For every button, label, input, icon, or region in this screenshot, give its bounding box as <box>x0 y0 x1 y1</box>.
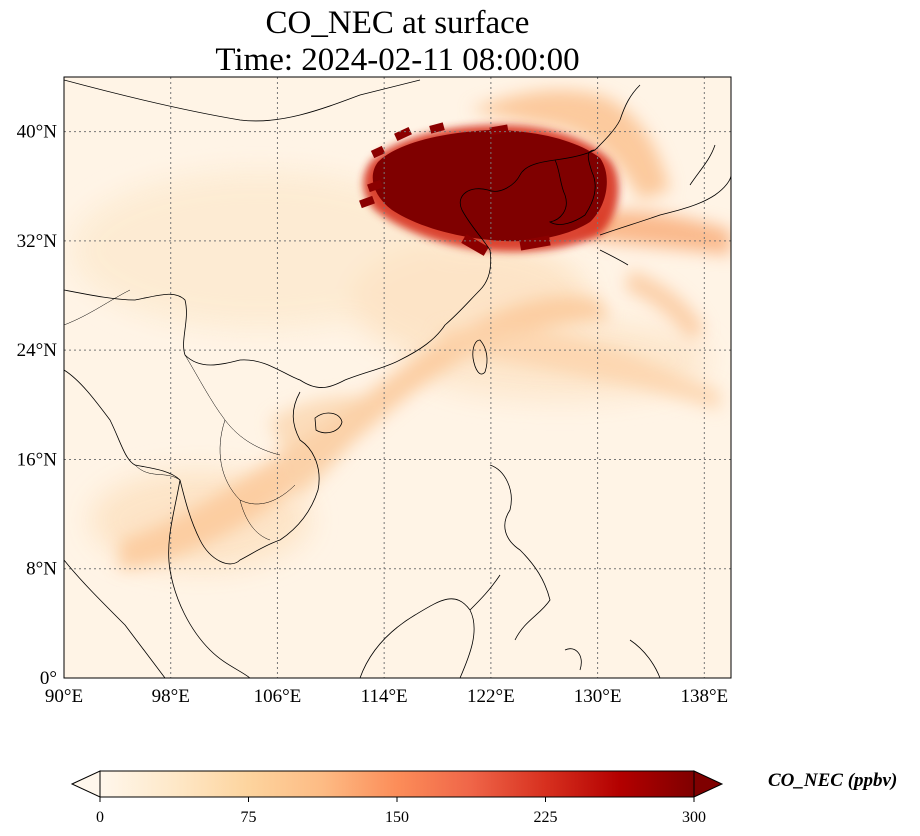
latitude-tick-label: 16°N <box>17 449 58 470</box>
longitude-tick-labels: 90°E 98°E 106°E 114°E 122°E 130°E 138°E <box>45 686 728 707</box>
coastlines <box>64 79 731 678</box>
coastline-sulawesi <box>564 639 661 678</box>
coastline-korea <box>548 149 596 225</box>
colorbar-body <box>99 770 695 798</box>
colorbar-ticks: 0 75 150 225 300 <box>96 797 706 826</box>
colorbar-tick-label: 0 <box>96 809 104 826</box>
latitude-tick-label: 40°N <box>17 122 58 143</box>
coastline-borneo <box>359 598 475 678</box>
coastline-taiwan <box>472 339 488 375</box>
colorbar-tick-label: 150 <box>385 809 409 826</box>
country-borders <box>64 289 296 541</box>
longitude-tick-label: 90°E <box>45 686 83 707</box>
longitude-tick-label: 122°E <box>467 686 515 707</box>
colorbar-extend-min <box>70 770 101 798</box>
coastline-hainan <box>314 412 343 434</box>
colorbar: 0 75 150 225 300 <box>70 770 724 826</box>
latitude-tick-label: 32°N <box>17 231 58 252</box>
coastline-sumatra <box>64 559 166 678</box>
coastline-indochina <box>64 369 320 565</box>
colorbar-tick-label: 300 <box>682 809 706 826</box>
plume-core <box>372 130 607 242</box>
longitude-tick-label: 138°E <box>680 686 728 707</box>
colorbar-extend-max <box>693 770 724 798</box>
coastline-philippines <box>469 464 551 641</box>
outflow-plumes <box>120 90 731 570</box>
map-title-line-2: Time: 2024-02-11 08:00:00 <box>215 42 580 78</box>
longitude-tick-label: 98°E <box>152 686 190 707</box>
map-title-line-1: CO_NEC at surface <box>265 5 530 41</box>
plot-frame <box>63 76 732 679</box>
latitude-tick-labels: 0° 8°N 16°N 24°N 32°N 40°N <box>17 122 58 689</box>
longitude-tick-label: 114°E <box>361 686 408 707</box>
colorbar-tick-label: 75 <box>241 809 257 826</box>
longitude-tick-label: 130°E <box>574 686 622 707</box>
latitude-tick-label: 24°N <box>17 340 58 361</box>
coastline-china-east <box>64 84 641 388</box>
gridlines <box>64 77 731 678</box>
latitude-tick-label: 8°N <box>26 559 57 580</box>
coastline-northeast <box>64 79 421 122</box>
coastline-japan <box>599 144 731 266</box>
plume-fringe <box>359 122 551 256</box>
latitude-tick-label: 0° <box>40 668 57 689</box>
colorbar-label: CO_NEC (ppbv) <box>768 770 898 791</box>
colorbar-tick-label: 225 <box>534 809 558 826</box>
longitude-tick-label: 106°E <box>254 686 302 707</box>
coastline-malay-peninsula <box>168 479 251 678</box>
concentration-field <box>64 77 731 678</box>
